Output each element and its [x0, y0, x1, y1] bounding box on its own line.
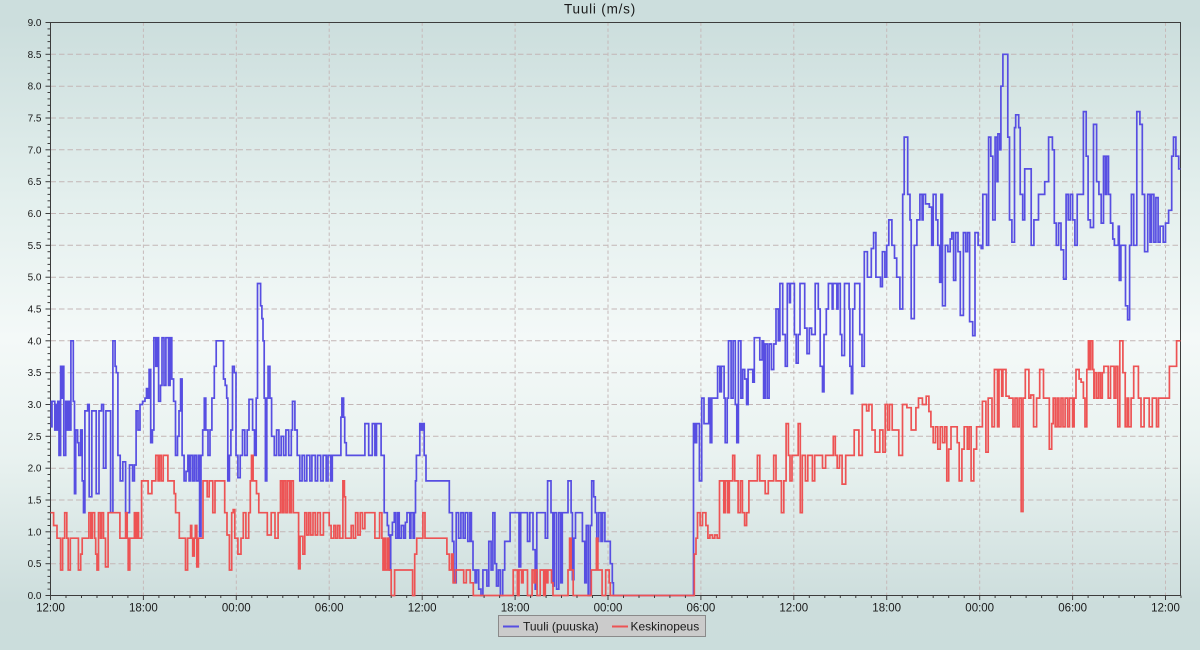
svg-text:00:00: 00:00 [222, 603, 251, 615]
svg-text:7.0: 7.0 [28, 145, 42, 156]
svg-text:12:00: 12:00 [408, 603, 437, 615]
svg-text:3.0: 3.0 [28, 400, 42, 411]
svg-text:3.5: 3.5 [28, 368, 42, 379]
svg-text:Tuuli (puuska): Tuuli (puuska) [523, 620, 599, 634]
svg-text:8.5: 8.5 [28, 50, 42, 61]
svg-text:0.5: 0.5 [28, 559, 42, 570]
svg-text:1.5: 1.5 [28, 496, 42, 507]
svg-text:Keskinopeus: Keskinopeus [631, 620, 700, 634]
svg-text:6.5: 6.5 [28, 177, 42, 188]
svg-text:0.0: 0.0 [28, 591, 42, 602]
svg-text:Tuuli (m/s): Tuuli (m/s) [564, 2, 636, 17]
svg-text:2.5: 2.5 [28, 432, 42, 443]
svg-text:1.0: 1.0 [28, 527, 42, 538]
svg-text:5.0: 5.0 [28, 273, 42, 284]
svg-text:6.0: 6.0 [28, 209, 42, 220]
svg-text:06:00: 06:00 [687, 603, 716, 615]
svg-text:00:00: 00:00 [594, 603, 623, 615]
svg-text:00:00: 00:00 [965, 603, 994, 615]
svg-text:12:00: 12:00 [36, 603, 65, 615]
svg-text:06:00: 06:00 [1058, 603, 1087, 615]
svg-text:2.0: 2.0 [28, 464, 42, 475]
svg-text:12:00: 12:00 [1151, 603, 1180, 615]
svg-text:18:00: 18:00 [872, 603, 901, 615]
svg-text:5.5: 5.5 [28, 241, 42, 252]
svg-text:7.5: 7.5 [28, 114, 42, 125]
svg-text:18:00: 18:00 [501, 603, 530, 615]
svg-text:8.0: 8.0 [28, 82, 42, 93]
svg-text:4.0: 4.0 [28, 336, 42, 347]
svg-text:4.5: 4.5 [28, 305, 42, 316]
svg-text:12:00: 12:00 [779, 603, 808, 615]
svg-text:18:00: 18:00 [129, 603, 158, 615]
svg-text:06:00: 06:00 [315, 603, 344, 615]
svg-text:9.0: 9.0 [28, 18, 42, 29]
